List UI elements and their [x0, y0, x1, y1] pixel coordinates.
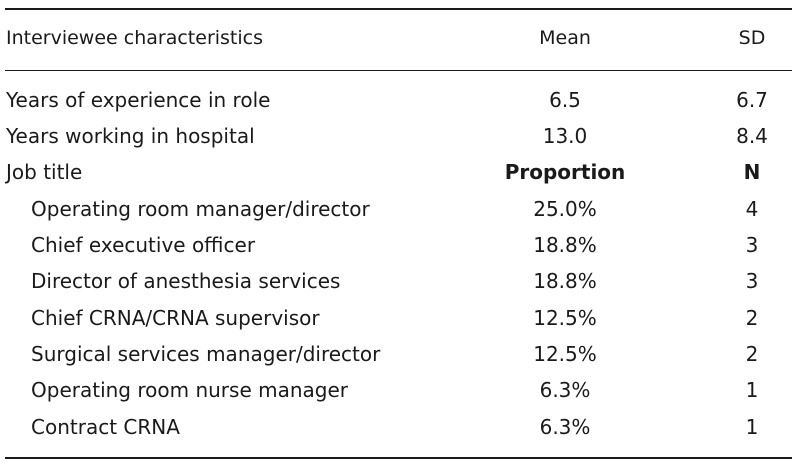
job-row-proportion: 6.3%: [539, 415, 591, 439]
job-row-label: Director of anesthesia services: [31, 269, 341, 293]
job-row-n: 3: [745, 233, 759, 257]
row-sd-experience: 6.7: [736, 88, 768, 112]
job-row-n: 3: [745, 269, 759, 293]
header-sd: SD: [738, 27, 766, 49]
table-top-rule: [5, 8, 792, 10]
job-row-label: Chief executive officer: [31, 233, 256, 257]
job-row-proportion: 6.3%: [539, 378, 591, 402]
job-row-proportion: 12.5%: [533, 342, 597, 366]
job-row-n: 4: [745, 197, 759, 221]
job-row-proportion: 12.5%: [533, 306, 597, 330]
job-row-proportion: 18.8%: [533, 233, 597, 257]
job-row-label: Chief CRNA/CRNA supervisor: [31, 306, 320, 330]
row-label-experience: Years of experience in role: [6, 88, 271, 112]
job-row-label: Operating room nurse manager: [31, 378, 348, 402]
table-bottom-rule: [5, 457, 792, 459]
job-row-label: Surgical services manager/director: [31, 342, 381, 366]
header-mean: Mean: [539, 27, 591, 49]
n-header: N: [743, 160, 761, 184]
job-row-n: 1: [745, 415, 759, 439]
job-row-proportion: 18.8%: [533, 269, 597, 293]
job-title-label: Job title: [6, 160, 83, 184]
header-characteristics: Interviewee characteristics: [6, 27, 264, 49]
row-sd-hospital-years: 8.4: [736, 124, 768, 148]
row-mean-hospital-years: 13.0: [542, 124, 588, 148]
job-row-n: 2: [745, 342, 759, 366]
job-row-label: Operating room manager/director: [31, 197, 370, 221]
table-header-rule: [5, 70, 792, 71]
row-label-hospital-years: Years working in hospital: [6, 124, 255, 148]
job-row-proportion: 25.0%: [533, 197, 597, 221]
proportion-header: Proportion: [504, 160, 626, 184]
job-row-n: 1: [745, 378, 759, 402]
job-row-n: 2: [745, 306, 759, 330]
row-mean-experience: 6.5: [549, 88, 581, 112]
job-row-label: Contract CRNA: [31, 415, 180, 439]
